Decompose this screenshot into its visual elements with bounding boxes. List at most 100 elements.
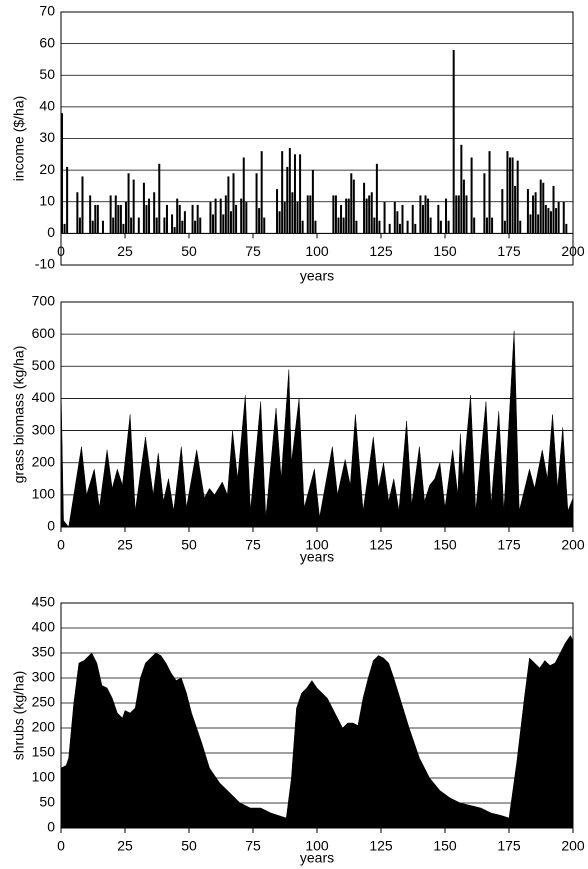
x-tick-label: 175 bbox=[497, 838, 521, 854]
bar bbox=[445, 198, 447, 234]
bar bbox=[173, 227, 176, 234]
bar bbox=[281, 151, 284, 234]
bar bbox=[194, 220, 197, 234]
bar bbox=[255, 173, 258, 234]
bar bbox=[240, 198, 243, 234]
bar bbox=[393, 201, 396, 234]
bar bbox=[332, 195, 335, 234]
x-tick-label: 200 bbox=[561, 243, 585, 259]
x-tick-label: 100 bbox=[305, 243, 329, 259]
x-tick-label: 100 bbox=[305, 838, 329, 854]
bar bbox=[457, 195, 460, 234]
bar bbox=[483, 173, 486, 234]
bar bbox=[196, 204, 199, 234]
bar bbox=[127, 173, 130, 234]
y-axis-label: income ($/ha) bbox=[11, 96, 27, 182]
bar bbox=[401, 204, 404, 234]
bar bbox=[229, 211, 232, 234]
bar bbox=[117, 204, 120, 234]
bar bbox=[552, 185, 555, 234]
bar bbox=[452, 49, 455, 234]
bar bbox=[414, 223, 417, 234]
x-tick-label: 125 bbox=[369, 243, 393, 259]
bar bbox=[101, 220, 104, 234]
bar bbox=[539, 179, 542, 234]
bar bbox=[276, 189, 279, 234]
bar bbox=[537, 214, 540, 234]
y-tick-label: 400 bbox=[32, 389, 56, 405]
bar bbox=[235, 204, 238, 234]
bar bbox=[94, 204, 97, 234]
bar bbox=[163, 217, 166, 234]
bar bbox=[66, 166, 69, 234]
bar bbox=[378, 220, 381, 234]
y-tick-label: 450 bbox=[32, 594, 56, 610]
bar bbox=[122, 223, 125, 234]
bar bbox=[455, 195, 458, 234]
bar bbox=[63, 223, 66, 234]
x-tick-label: 150 bbox=[433, 243, 457, 259]
bar bbox=[342, 217, 345, 234]
x-tick-label: 150 bbox=[433, 537, 457, 553]
bar bbox=[286, 166, 289, 234]
bar bbox=[89, 195, 92, 234]
bar bbox=[347, 198, 350, 234]
bar bbox=[291, 192, 294, 234]
bar bbox=[301, 220, 304, 234]
x-tick-label: 200 bbox=[561, 537, 585, 553]
bar bbox=[91, 220, 94, 234]
y-tick-label: 200 bbox=[32, 719, 56, 735]
bar bbox=[212, 214, 215, 234]
x-tick-label: 0 bbox=[57, 243, 65, 259]
y-tick-label: 0 bbox=[47, 819, 55, 835]
x-tick-label: 50 bbox=[181, 243, 197, 259]
x-tick-label: 50 bbox=[181, 838, 197, 854]
bar bbox=[547, 208, 550, 234]
bar bbox=[222, 214, 225, 234]
y-tick-label: 50 bbox=[39, 794, 55, 810]
y-tick-label: -10 bbox=[35, 256, 55, 272]
bar bbox=[406, 220, 409, 234]
bar bbox=[155, 217, 158, 234]
bar bbox=[61, 113, 63, 234]
x-tick-label: 75 bbox=[245, 243, 261, 259]
bar bbox=[388, 223, 391, 234]
bar bbox=[398, 223, 401, 234]
y-tick-label: 70 bbox=[39, 3, 55, 19]
bar bbox=[375, 163, 378, 234]
y-tick-label: 700 bbox=[32, 293, 56, 309]
y-tick-label: 30 bbox=[39, 129, 55, 145]
bar bbox=[183, 211, 186, 234]
x-tick-label: 100 bbox=[305, 537, 329, 553]
bar bbox=[411, 204, 414, 234]
y-tick-label: 150 bbox=[32, 744, 56, 760]
bar bbox=[158, 163, 161, 234]
bar bbox=[465, 195, 468, 234]
x-tick-label: 25 bbox=[117, 243, 133, 259]
y-tick-label: 60 bbox=[39, 34, 55, 50]
bar bbox=[506, 151, 509, 234]
bar bbox=[488, 151, 491, 234]
bar bbox=[345, 198, 348, 234]
bar bbox=[437, 204, 440, 234]
y-tick-label: 300 bbox=[32, 669, 56, 685]
bar bbox=[396, 211, 399, 234]
bar bbox=[314, 220, 317, 234]
bar bbox=[370, 192, 373, 234]
x-tick-label: 25 bbox=[117, 838, 133, 854]
area bbox=[60, 330, 574, 528]
bar bbox=[421, 204, 424, 234]
y-axis-label: shrubs (kg/ha) bbox=[11, 671, 27, 760]
bar bbox=[78, 217, 81, 234]
bar bbox=[258, 208, 261, 234]
bar bbox=[288, 147, 291, 234]
y-tick-label: 50 bbox=[39, 66, 55, 82]
bar bbox=[114, 195, 117, 234]
bar bbox=[439, 220, 442, 234]
area bbox=[60, 635, 574, 829]
y-tick-label: 40 bbox=[39, 98, 55, 114]
bar bbox=[352, 179, 355, 234]
bar bbox=[145, 204, 148, 234]
bar bbox=[501, 189, 504, 234]
bar bbox=[503, 220, 506, 234]
